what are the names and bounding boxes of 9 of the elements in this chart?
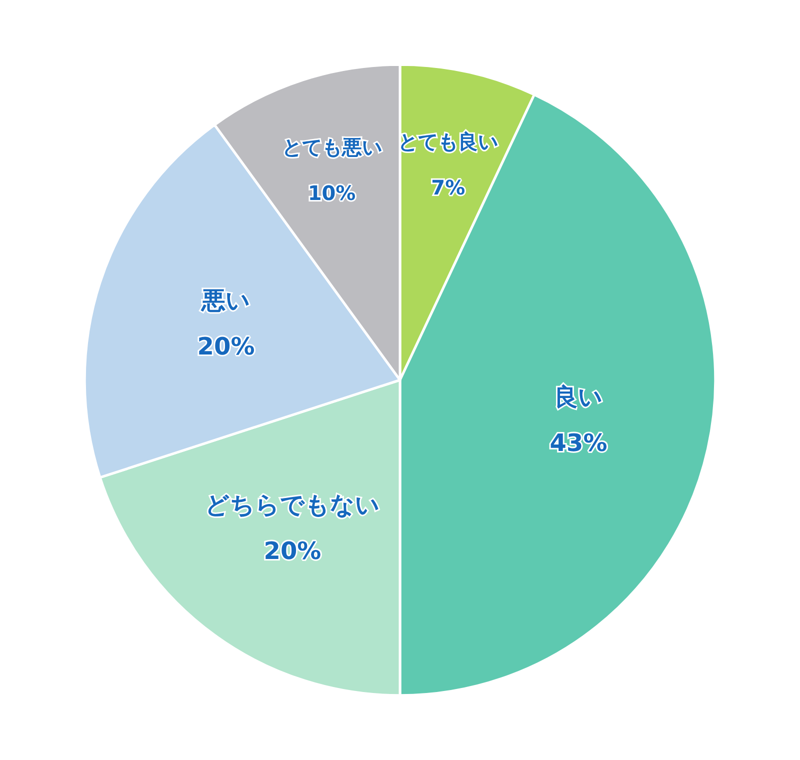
data-label: 43% [550, 428, 608, 457]
slice-label: どちらでもない [204, 490, 380, 519]
data-label: 20% [197, 332, 255, 360]
data-label: 7% [431, 176, 466, 200]
data-label: 10% [308, 181, 356, 206]
data-label: 20% [264, 536, 322, 565]
slice-label: 良い [554, 382, 604, 411]
slice-label: 悪い [200, 286, 251, 314]
slice-label: とても悪い [282, 135, 382, 160]
